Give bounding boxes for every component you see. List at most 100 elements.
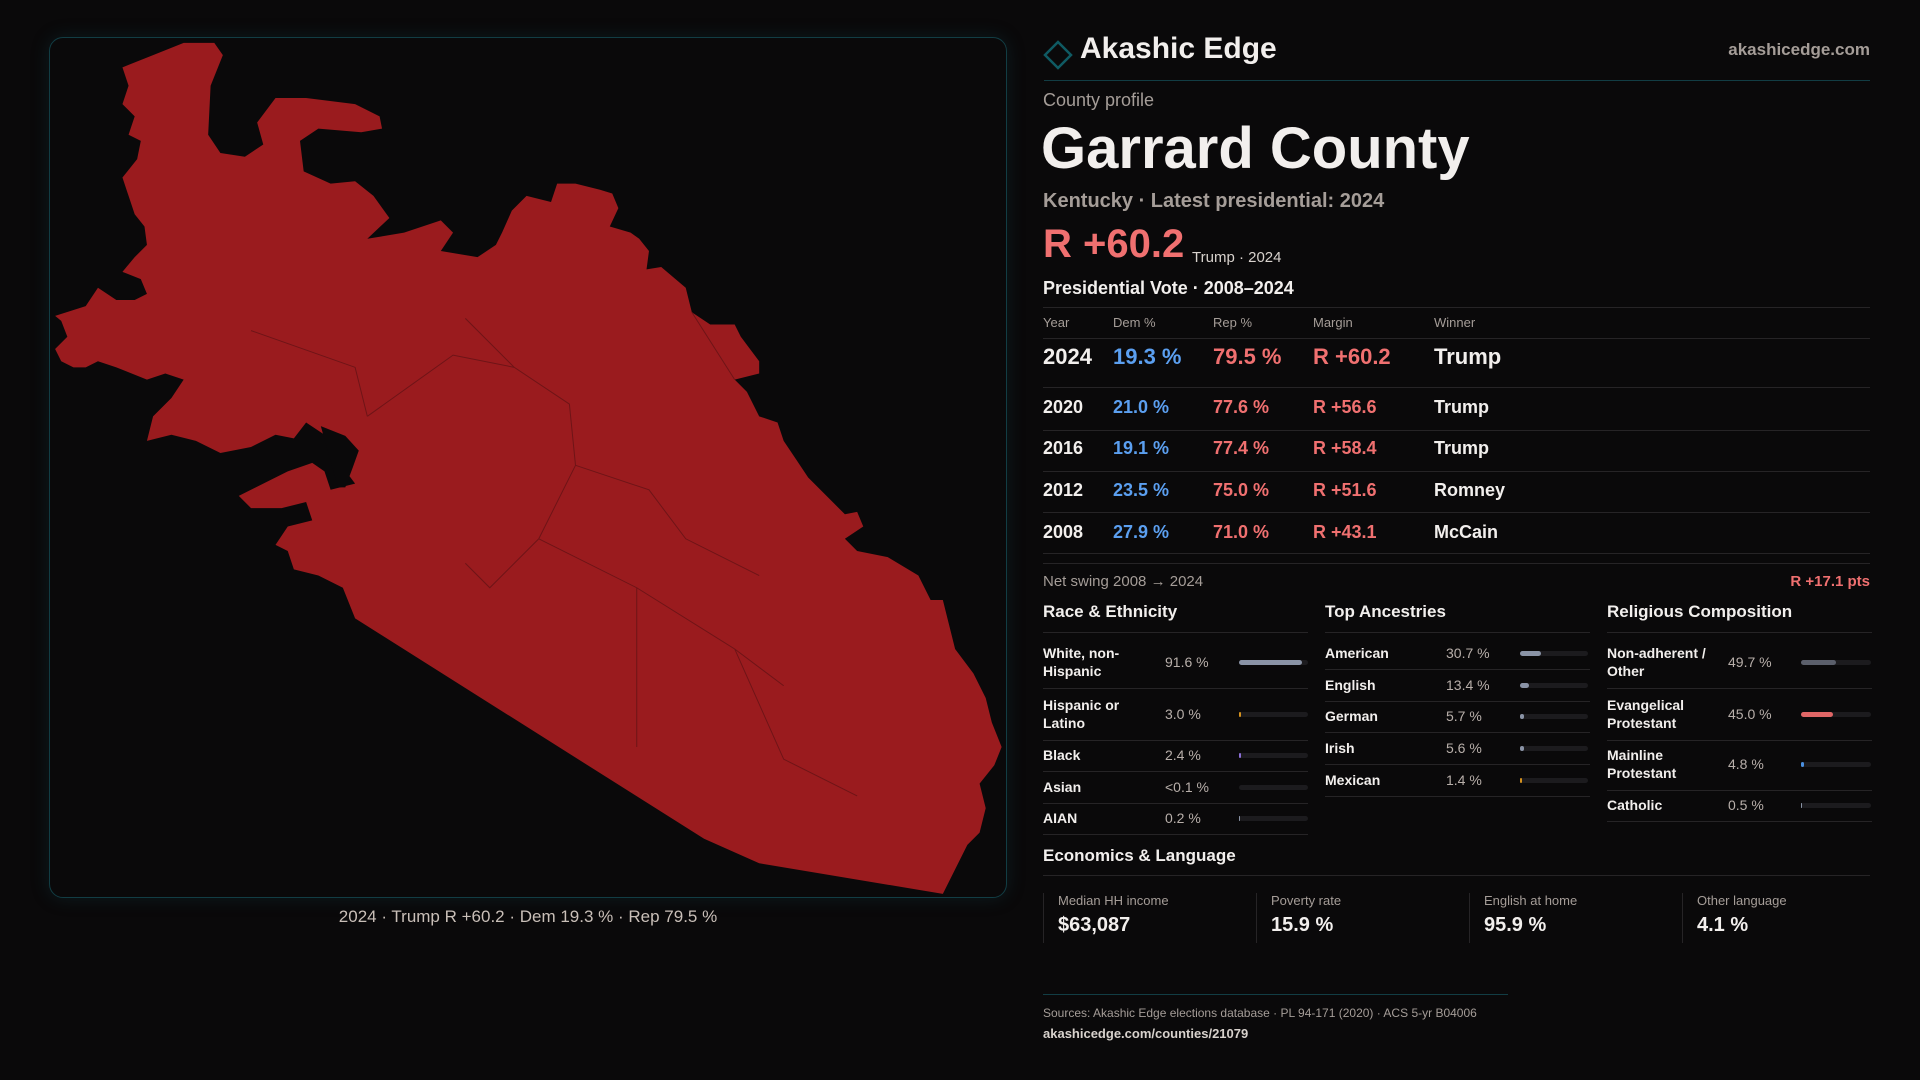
diamond-logo-icon: [1043, 40, 1073, 70]
header-divider: [1044, 80, 1870, 81]
row-label: Black: [1043, 747, 1081, 763]
brand-name: Akashic Edge: [1080, 32, 1277, 65]
row-value: 1.4 %: [1446, 772, 1482, 788]
row-bar-fill: [1239, 660, 1303, 665]
row-label: English: [1325, 677, 1376, 693]
row-bar-fill: [1801, 712, 1833, 717]
religion-title: Religious Composition: [1607, 602, 1793, 621]
row-label: Evangelical Protestant: [1607, 697, 1685, 731]
row-bar-fill: [1801, 660, 1836, 665]
stat-label: Other language: [1697, 893, 1787, 908]
row-bar-fill: [1239, 712, 1242, 717]
cell-margin: R +51.6: [1313, 480, 1377, 500]
row-bar: [1239, 712, 1308, 717]
row-bar: [1520, 746, 1588, 751]
cell-dem: 27.9 %: [1113, 522, 1170, 542]
row-value: 5.6 %: [1446, 740, 1482, 756]
row-value: 3.0 %: [1165, 706, 1201, 722]
econ-stat: English at home 95.9 %: [1469, 893, 1682, 943]
page-title: Garrard County: [1041, 116, 1470, 181]
cell-year: 2008: [1043, 522, 1084, 542]
cell-winner: Trump: [1434, 344, 1502, 369]
econ-stat: Poverty rate 15.9 %: [1256, 893, 1469, 943]
site-link[interactable]: akashicedge.com: [1728, 40, 1870, 59]
stat-value: 15.9 %: [1271, 914, 1334, 936]
row-value: 0.5 %: [1728, 797, 1764, 813]
cell-winner: Trump: [1434, 438, 1490, 458]
th-dem: Dem %: [1113, 315, 1156, 330]
row-bar-fill: [1239, 753, 1241, 758]
headline-margin: R +60.2: [1043, 222, 1185, 266]
row-value: 2.4 %: [1165, 747, 1201, 763]
row-value: 5.7 %: [1446, 708, 1482, 724]
row-label: Catholic: [1607, 797, 1663, 813]
row-bar: [1801, 660, 1871, 665]
stat-value: 95.9 %: [1484, 914, 1547, 936]
cell-dem: 23.5 %: [1113, 480, 1170, 500]
row-value: 45.0 %: [1728, 706, 1772, 722]
row-bar: [1801, 762, 1871, 767]
ancestry-title: Top Ancestries: [1325, 602, 1446, 621]
cell-rep: 77.6 %: [1213, 397, 1270, 417]
cell-rep: 71.0 %: [1213, 522, 1270, 542]
row-bar: [1520, 683, 1588, 688]
subtitle: Kentucky · Latest presidential: 2024: [1043, 190, 1385, 212]
row-bar-fill: [1520, 714, 1524, 719]
eyebrow: County profile: [1043, 90, 1155, 110]
row-label: AIAN: [1043, 810, 1078, 826]
row-label: Irish: [1325, 740, 1355, 756]
econ-stat: Other language 4.1 %: [1682, 893, 1895, 943]
row-label: Asian: [1043, 779, 1082, 795]
row-bar: [1239, 816, 1308, 821]
row-label: Mainline Protestant: [1607, 747, 1677, 781]
row-value: <0.1 %: [1165, 779, 1209, 795]
race-title: Race & Ethnicity: [1043, 602, 1178, 621]
cell-margin: R +43.1: [1313, 522, 1377, 542]
row-bar: [1520, 778, 1588, 783]
row-bar: [1239, 660, 1308, 665]
map-caption: 2024 · Trump R +60.2 · Dem 19.3 % · Rep …: [338, 907, 718, 926]
swing-value: R +17.1 pts: [1790, 573, 1870, 590]
cell-year: 2016: [1043, 438, 1084, 458]
row-label: Hispanic or Latino: [1043, 697, 1120, 731]
stat-label: English at home: [1484, 893, 1578, 908]
cell-margin: R +56.6: [1313, 397, 1377, 417]
county-shape[interactable]: [55, 42, 1002, 894]
cell-rep: 75.0 %: [1213, 480, 1270, 500]
econ-stat: Median HH income $63,087: [1043, 893, 1256, 943]
stat-label: Median HH income: [1058, 893, 1169, 908]
row-bar: [1801, 803, 1871, 808]
row-value: 13.4 %: [1446, 677, 1490, 693]
row-bar-fill: [1801, 762, 1805, 767]
footer-url[interactable]: akashicedge.com/counties/21079: [1043, 1026, 1249, 1041]
row-label: American: [1325, 645, 1389, 661]
stat-value: $63,087: [1058, 914, 1131, 936]
row-value: 30.7 %: [1446, 645, 1490, 661]
row-label: White, non-Hispanic: [1043, 645, 1120, 679]
swing-label: Net swing 2008 → 2024: [1043, 573, 1204, 590]
row-bar-fill: [1520, 651, 1541, 656]
cell-winner: McCain: [1434, 522, 1499, 542]
row-bar: [1239, 785, 1308, 790]
row-bar-fill: [1520, 746, 1524, 751]
row-value: 49.7 %: [1728, 654, 1772, 670]
row-label: Non-adherent / Other: [1607, 645, 1706, 679]
row-bar-fill: [1520, 778, 1522, 783]
row-bar: [1801, 712, 1871, 717]
row-bar: [1520, 714, 1588, 719]
row-label: Mexican: [1325, 772, 1381, 788]
row-value: 0.2 %: [1165, 810, 1201, 826]
cell-margin: R +60.2: [1313, 344, 1391, 369]
stat-value: 4.1 %: [1697, 914, 1749, 936]
row-bar-fill: [1520, 683, 1530, 688]
cell-year: 2024: [1043, 344, 1092, 369]
map-hole: [320, 426, 359, 488]
cell-winner: Trump: [1434, 397, 1490, 417]
th-margin: Margin: [1313, 315, 1353, 330]
cell-dem: 19.3 %: [1113, 344, 1182, 369]
cell-rep: 79.5 %: [1213, 344, 1282, 369]
th-year: Year: [1043, 315, 1070, 330]
precinct-borders: [250, 311, 858, 797]
vote-table-title: Presidential Vote · 2008–2024: [1043, 278, 1294, 298]
